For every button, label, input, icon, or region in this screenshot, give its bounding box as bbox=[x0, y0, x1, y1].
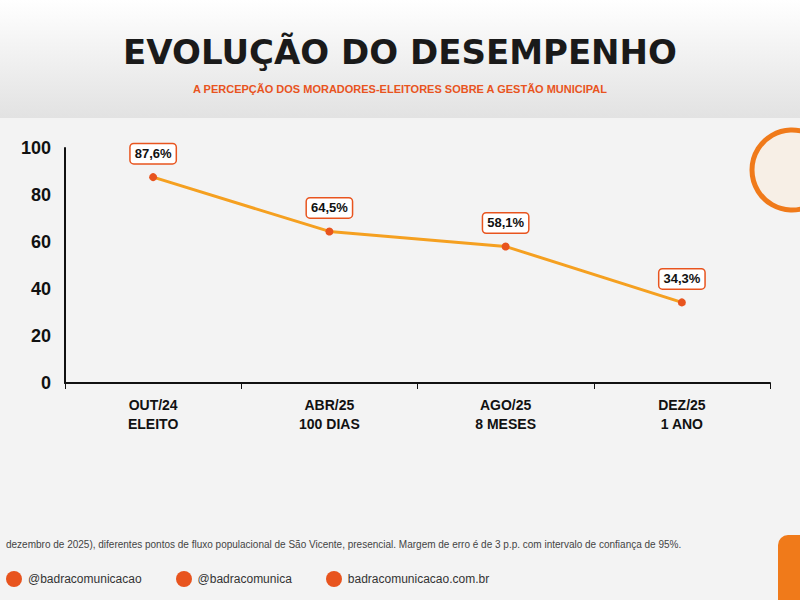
svg-text:1 ANO: 1 ANO bbox=[661, 416, 703, 432]
svg-text:60: 60 bbox=[31, 232, 51, 252]
html-text:badracomunicacao.com.br: badracomunicacao.com.br bbox=[347, 572, 490, 586]
svg-text:20: 20 bbox=[31, 326, 51, 346]
html-text:dezembro de 2025), diferentes: dezembro de 2025), diferentes pontos de … bbox=[6, 539, 682, 550]
svg-text:87,6%: 87,6% bbox=[135, 146, 172, 161]
svg-text:8 MESES: 8 MESES bbox=[475, 416, 536, 432]
svg-text:34,3%: 34,3% bbox=[663, 271, 700, 286]
svg-text:A PERCEPÇÃO DOS MORADORES-ELEI: A PERCEPÇÃO DOS MORADORES-ELEITORES SOBR… bbox=[193, 83, 607, 95]
svg-text:0: 0 bbox=[41, 373, 51, 393]
svg-text:OUT/24: OUT/24 bbox=[129, 397, 178, 413]
html-text:@badracomunica: @badracomunica bbox=[197, 572, 292, 586]
svg-text:100: 100 bbox=[21, 138, 51, 158]
svg-text:40: 40 bbox=[31, 279, 51, 299]
svg-text:AGO/25: AGO/25 bbox=[480, 397, 532, 413]
svg-text:58,1%: 58,1% bbox=[487, 215, 524, 230]
svg-text:64,5%: 64,5% bbox=[311, 200, 348, 215]
svg-text:DEZ/25: DEZ/25 bbox=[658, 397, 706, 413]
svg-text:100 DIAS: 100 DIAS bbox=[299, 416, 360, 432]
html-text:@badracomunicacao: @badracomunicacao bbox=[28, 572, 142, 586]
svg-text:ABR/25: ABR/25 bbox=[304, 397, 354, 413]
svg-text:ELEITO: ELEITO bbox=[128, 416, 178, 432]
svg-text:EVOLUÇÃO DO DESEMPENHO: EVOLUÇÃO DO DESEMPENHO bbox=[123, 32, 677, 72]
svg-text:80: 80 bbox=[31, 185, 51, 205]
